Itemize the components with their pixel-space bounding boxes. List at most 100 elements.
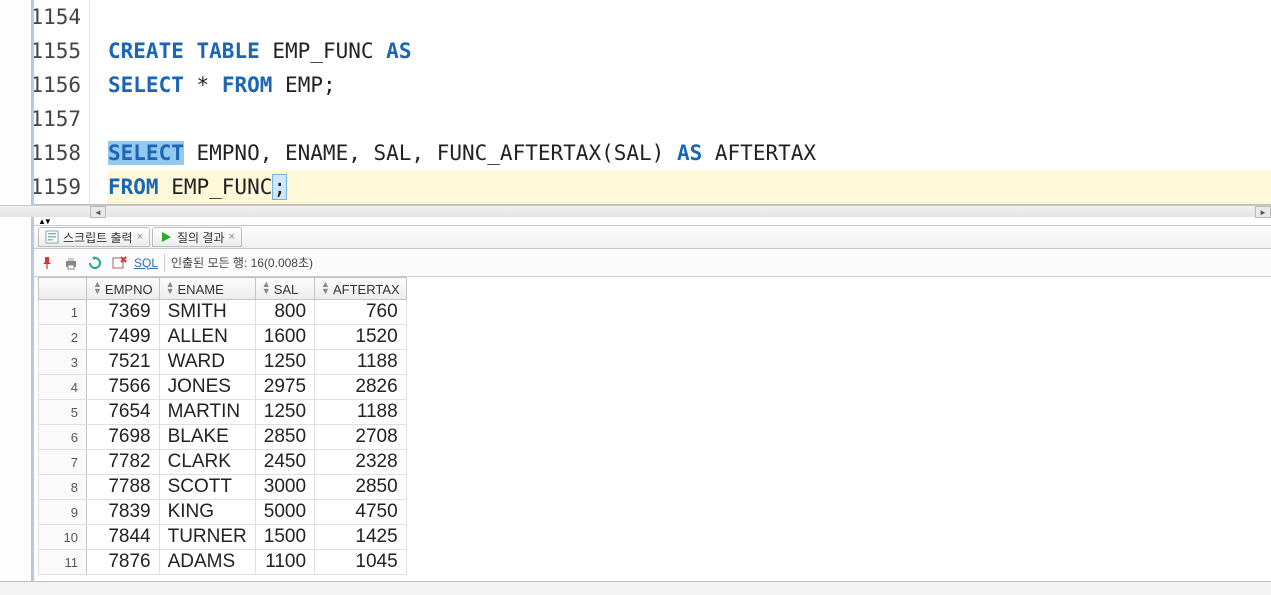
code-line — [108, 0, 1271, 34]
scroll-right-icon[interactable]: ► — [1255, 206, 1271, 218]
sort-icon: ▲▼ — [321, 281, 330, 295]
splitter-grip-icon: ▲▼ — [38, 217, 50, 226]
cell-sal[interactable]: 1600 — [255, 325, 314, 350]
play-icon — [159, 230, 173, 244]
line-number: 1159 — [20, 170, 81, 204]
column-header-sal[interactable]: ▲▼SAL — [255, 278, 314, 300]
tab-query-result[interactable]: 질의 결과 × — [152, 227, 242, 247]
column-header-ename[interactable]: ▲▼ENAME — [159, 278, 255, 300]
cell-aftertax[interactable]: 1188 — [315, 350, 407, 375]
cell-empno[interactable]: 7876 — [87, 550, 160, 575]
table-row[interactable]: 57654MARTIN12501188 — [39, 400, 407, 425]
cell-aftertax[interactable]: 1045 — [315, 550, 407, 575]
table-row[interactable]: 67698BLAKE28502708 — [39, 425, 407, 450]
table-row[interactable]: 87788SCOTT30002850 — [39, 475, 407, 500]
cell-empno[interactable]: 7654 — [87, 400, 160, 425]
cell-empno[interactable]: 7566 — [87, 375, 160, 400]
editor-hscrollbar[interactable]: ◄ ► — [0, 205, 1271, 217]
cell-sal[interactable]: 2450 — [255, 450, 314, 475]
table-row[interactable]: 97839KING50004750 — [39, 500, 407, 525]
row-number: 7 — [39, 450, 87, 475]
cell-sal[interactable]: 5000 — [255, 500, 314, 525]
cell-aftertax[interactable]: 2708 — [315, 425, 407, 450]
tab-label: 질의 결과 — [177, 229, 225, 246]
cell-ename[interactable]: CLARK — [159, 450, 255, 475]
cell-ename[interactable]: KING — [159, 500, 255, 525]
delete-icon[interactable] — [110, 254, 128, 272]
cell-sal[interactable]: 1250 — [255, 400, 314, 425]
cell-ename[interactable]: BLAKE — [159, 425, 255, 450]
table-row[interactable]: 117876ADAMS11001045 — [39, 550, 407, 575]
fold-minus-icon[interactable]: − — [4, 150, 15, 161]
table-row[interactable]: 27499ALLEN16001520 — [39, 325, 407, 350]
print-icon[interactable] — [62, 254, 80, 272]
cell-ename[interactable]: SCOTT — [159, 475, 255, 500]
column-header-empno[interactable]: ▲▼EMPNO — [87, 278, 160, 300]
cell-empno[interactable]: 7788 — [87, 475, 160, 500]
code-editor[interactable]: − 1154 1155 1156 1157 1158 1159 CREATE T… — [0, 0, 1271, 205]
code-content[interactable]: CREATE TABLE EMP_FUNC AS SELECT * FROM E… — [90, 0, 1271, 204]
table-row[interactable]: 17369SMITH800760 — [39, 300, 407, 325]
script-icon — [45, 230, 59, 244]
pin-icon[interactable] — [38, 254, 56, 272]
tab-script-output[interactable]: 스크립트 출력 × — [38, 227, 150, 247]
cell-empno[interactable]: 7369 — [87, 300, 160, 325]
refresh-icon[interactable] — [86, 254, 104, 272]
table-row[interactable]: 107844TURNER15001425 — [39, 525, 407, 550]
row-number: 4 — [39, 375, 87, 400]
table-row[interactable]: 37521WARD12501188 — [39, 350, 407, 375]
cell-empno[interactable]: 7782 — [87, 450, 160, 475]
cell-aftertax[interactable]: 2850 — [315, 475, 407, 500]
cell-sal[interactable]: 1250 — [255, 350, 314, 375]
row-number: 10 — [39, 525, 87, 550]
cell-empno[interactable]: 7698 — [87, 425, 160, 450]
cell-ename[interactable]: SMITH — [159, 300, 255, 325]
code-line: SELECT EMPNO, ENAME, SAL, FUNC_AFTERTAX(… — [108, 136, 1271, 170]
cell-aftertax[interactable]: 1520 — [315, 325, 407, 350]
table-row[interactable]: 77782CLARK24502328 — [39, 450, 407, 475]
cell-sal[interactable]: 800 — [255, 300, 314, 325]
code-line — [108, 102, 1271, 136]
scroll-left-icon[interactable]: ◄ — [90, 206, 106, 218]
cell-aftertax[interactable]: 1188 — [315, 400, 407, 425]
cell-ename[interactable]: ALLEN — [159, 325, 255, 350]
cell-empno[interactable]: 7839 — [87, 500, 160, 525]
cell-empno[interactable]: 7499 — [87, 325, 160, 350]
cell-empno[interactable]: 7844 — [87, 525, 160, 550]
row-number: 11 — [39, 550, 87, 575]
row-number: 6 — [39, 425, 87, 450]
cell-aftertax[interactable]: 1425 — [315, 525, 407, 550]
fold-gutter: − — [0, 0, 20, 204]
cell-aftertax[interactable]: 760 — [315, 300, 407, 325]
sort-icon: ▲▼ — [166, 281, 175, 295]
cell-ename[interactable]: JONES — [159, 375, 255, 400]
cell-aftertax[interactable]: 2826 — [315, 375, 407, 400]
cell-sal[interactable]: 2850 — [255, 425, 314, 450]
sql-link[interactable]: SQL — [134, 256, 158, 270]
close-icon[interactable]: × — [229, 231, 235, 243]
cell-ename[interactable]: TURNER — [159, 525, 255, 550]
cell-ename[interactable]: WARD — [159, 350, 255, 375]
results-grid[interactable]: ▲▼EMPNO ▲▼ENAME ▲▼SAL ▲▼AFTERTAX 17369SM… — [38, 277, 407, 575]
cell-sal[interactable]: 1500 — [255, 525, 314, 550]
row-number: 2 — [39, 325, 87, 350]
code-line: SELECT * FROM EMP; — [108, 68, 1271, 102]
cell-empno[interactable]: 7521 — [87, 350, 160, 375]
line-number: 1157 — [20, 102, 81, 136]
line-number: 1156 — [20, 68, 81, 102]
cell-aftertax[interactable]: 4750 — [315, 500, 407, 525]
cell-sal[interactable]: 2975 — [255, 375, 314, 400]
results-tabbar: 스크립트 출력 × 질의 결과 × — [0, 225, 1271, 249]
cell-sal[interactable]: 1100 — [255, 550, 314, 575]
pane-splitter[interactable]: ▲▼ — [0, 217, 1271, 225]
column-header-aftertax[interactable]: ▲▼AFTERTAX — [315, 278, 407, 300]
line-number: 1155 — [20, 34, 81, 68]
fetch-status: 인출된 모든 행: 16(0.008초) — [171, 254, 313, 271]
close-icon[interactable]: × — [137, 231, 143, 243]
cell-ename[interactable]: ADAMS — [159, 550, 255, 575]
cell-ename[interactable]: MARTIN — [159, 400, 255, 425]
sort-icon: ▲▼ — [262, 281, 271, 295]
table-row[interactable]: 47566JONES29752826 — [39, 375, 407, 400]
cell-sal[interactable]: 3000 — [255, 475, 314, 500]
cell-aftertax[interactable]: 2328 — [315, 450, 407, 475]
